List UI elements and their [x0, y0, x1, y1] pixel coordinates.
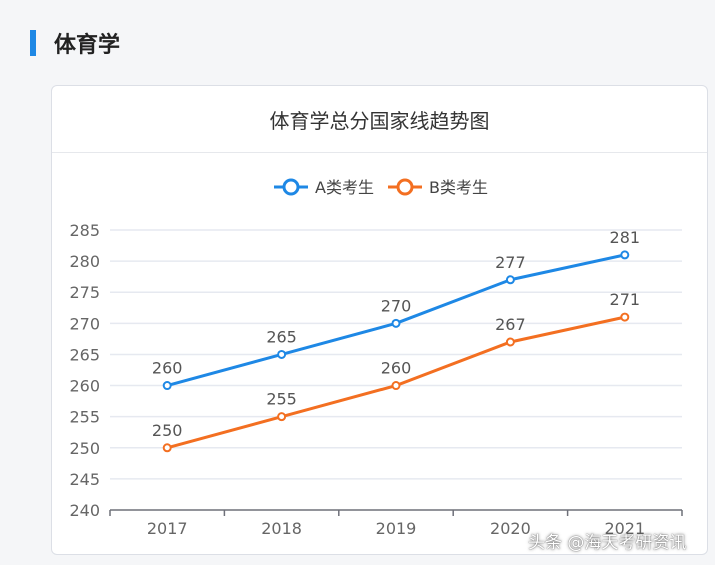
y-tick-label: 280 [69, 252, 100, 271]
data-point [620, 312, 630, 322]
y-tick-label: 260 [69, 377, 100, 396]
chart-card-header: 体育学总分国家线趋势图 [52, 86, 707, 153]
data-label: 260 [152, 359, 183, 378]
section-title: 体育学 [54, 33, 121, 58]
data-point [391, 318, 401, 328]
chart-title: 体育学总分国家线趋势图 [269, 108, 490, 133]
x-tick-label: 2018 [261, 519, 302, 538]
data-label: 267 [495, 315, 526, 334]
data-label: 277 [495, 253, 526, 272]
data-point [620, 250, 630, 260]
y-tick-label: 245 [69, 470, 100, 489]
data-point [162, 381, 172, 391]
data-point [391, 381, 401, 391]
data-label: 265 [266, 327, 297, 346]
section-accent-bar [30, 30, 36, 56]
legend-swatch-marker [396, 178, 414, 196]
data-label: 270 [381, 296, 412, 315]
data-point [277, 412, 287, 422]
y-tick-label: 250 [69, 439, 100, 458]
data-label: 260 [381, 359, 412, 378]
x-tick-label: 2020 [490, 519, 531, 538]
x-tick-label: 2017 [147, 519, 188, 538]
y-tick-label: 285 [69, 221, 100, 240]
y-tick-label: 255 [69, 408, 100, 427]
data-label: 250 [152, 421, 183, 440]
section-header: 体育学 [30, 28, 120, 58]
watermark: 头条 @海天考研资讯 [528, 533, 687, 553]
y-tick-label: 240 [69, 501, 100, 520]
y-tick-label: 270 [69, 314, 100, 333]
y-tick-label: 265 [69, 345, 100, 364]
data-point [505, 275, 515, 285]
data-label: 271 [610, 290, 641, 309]
data-point [505, 337, 515, 347]
legend-label: B类考生 [429, 178, 488, 197]
y-tick-label: 275 [69, 283, 100, 302]
chart-card: 体育学总分国家线趋势图 [51, 85, 708, 555]
data-point [277, 349, 287, 359]
legend-label: A类考生 [315, 178, 374, 197]
legend-swatch-marker [282, 178, 300, 196]
data-label: 281 [610, 228, 641, 247]
x-tick-label: 2019 [376, 519, 417, 538]
data-point [162, 443, 172, 453]
x-tick-label: 2021 [604, 519, 645, 538]
data-label: 255 [266, 390, 297, 409]
